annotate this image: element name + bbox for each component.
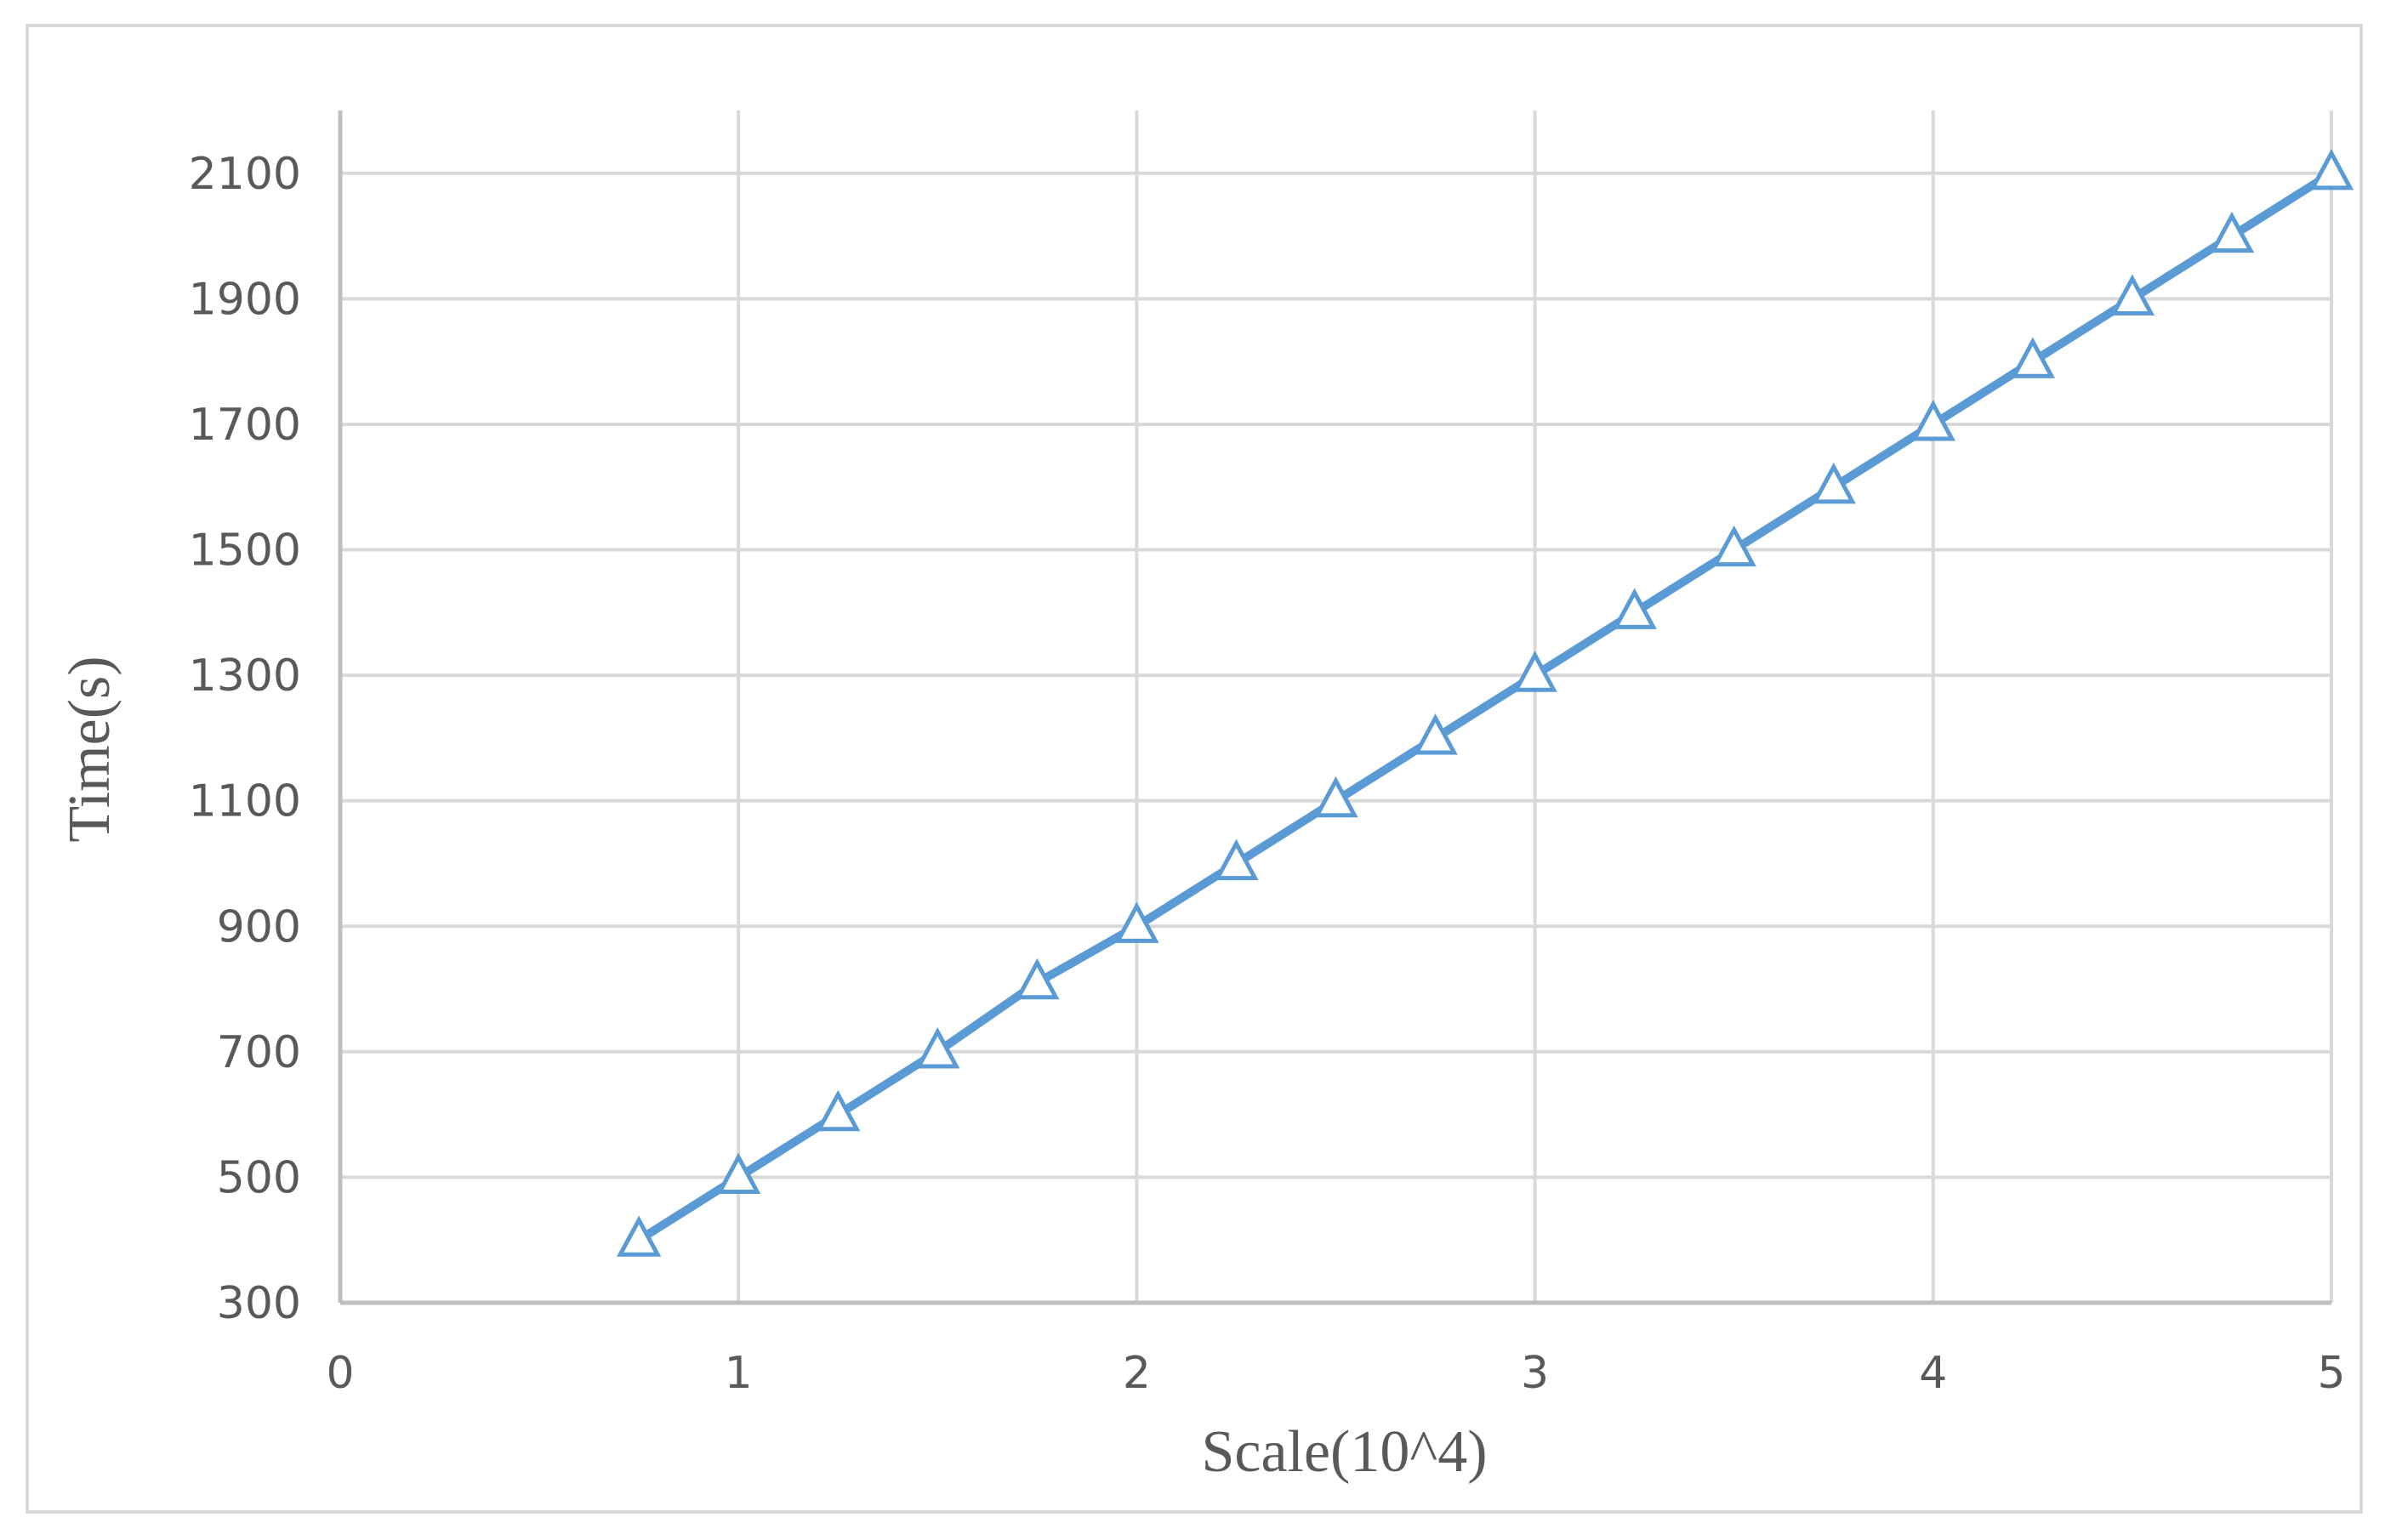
data-point-2 xyxy=(816,1089,861,1132)
x-tick-label-1: 1 xyxy=(725,1348,753,1399)
x-tick-label-2: 2 xyxy=(1123,1348,1151,1399)
data-point-4 xyxy=(1015,958,1060,1000)
grid-lines xyxy=(340,111,2333,1303)
x-tick-label-0: 0 xyxy=(326,1348,354,1399)
data-point-17 xyxy=(2308,148,2354,190)
y-tick-label-700: 700 xyxy=(217,1027,301,1078)
data-point-1 xyxy=(716,1152,761,1195)
x-tick-label-4: 4 xyxy=(1919,1348,1947,1399)
data-point-8 xyxy=(1413,713,1458,755)
data-point-13 xyxy=(1910,400,1955,441)
y-tick-label-1300: 1300 xyxy=(189,651,301,702)
y-tick-label-300: 300 xyxy=(217,1278,301,1329)
chart-frame xyxy=(26,24,2363,1514)
data-point-5 xyxy=(1114,901,1159,943)
data-point-12 xyxy=(1811,462,1856,504)
x-tick-label-5: 5 xyxy=(2317,1348,2345,1399)
x-tick-label-3: 3 xyxy=(1521,1348,1549,1399)
x-axis-title: Scale(10^4) xyxy=(1201,1419,1487,1485)
y-tick-label-2100: 2100 xyxy=(189,149,301,200)
data-point-6 xyxy=(1214,838,1259,881)
data-point-10 xyxy=(1612,588,1657,629)
y-tick-label-1700: 1700 xyxy=(189,400,301,451)
data-point-16 xyxy=(2209,211,2255,253)
y-tick-label-1100: 1100 xyxy=(189,776,301,827)
data-point-11 xyxy=(1711,525,1756,567)
y-axis-title: Time(s) xyxy=(57,656,122,842)
y-tick-label-1500: 1500 xyxy=(189,526,301,577)
axes xyxy=(338,111,2331,1305)
data-point-14 xyxy=(2010,337,2056,378)
series-line-0 xyxy=(635,168,2336,1245)
data-point-15 xyxy=(2109,274,2155,315)
y-tick-label-1900: 1900 xyxy=(189,274,301,325)
series xyxy=(616,148,2354,1257)
data-point-9 xyxy=(1512,651,1557,692)
y-tick-label-900: 900 xyxy=(217,901,301,952)
data-point-0 xyxy=(616,1215,662,1257)
y-tick-label-500: 500 xyxy=(217,1152,301,1203)
data-point-7 xyxy=(1313,776,1358,818)
tick-labels: 0 1 2 3 4 5 300 500 700 900 1100 1300 1500 1700 1900 21… xyxy=(189,149,2346,1399)
data-point-3 xyxy=(915,1027,960,1069)
